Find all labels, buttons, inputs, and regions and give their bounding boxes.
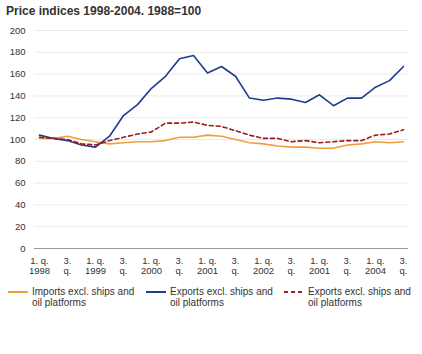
svg-text:3.q.: 3.q.: [232, 255, 240, 276]
svg-text:1. q.2000: 1. q.2000: [141, 255, 162, 276]
svg-text:60: 60: [15, 177, 26, 188]
svg-text:3.q.: 3.q.: [344, 255, 352, 276]
svg-text:1. q.1998: 1. q.1998: [29, 255, 50, 276]
html-text:Exports excl. ships and oil pl: Exports excl. ships and oil platforms: [308, 286, 411, 308]
svg-text:3.q.: 3.q.: [64, 255, 72, 276]
svg-text:40: 40: [15, 199, 26, 210]
svg-text:20: 20: [15, 221, 26, 232]
svg-text:1. q.2004: 1. q.2004: [365, 255, 386, 276]
svg-text:100: 100: [10, 134, 26, 145]
html-text:Price indices 1998-2004. 1988=: Price indices 1998-2004. 1988=100: [6, 4, 202, 18]
svg-text:3.q.: 3.q.: [288, 255, 296, 276]
html-text:Imports excl. ships and oil pl: Imports excl. ships and oil platforms: [32, 286, 135, 308]
svg-text:0: 0: [20, 243, 25, 254]
svg-text:1. q.1999: 1. q.1999: [85, 255, 106, 276]
svg-text:3.q.: 3.q.: [400, 255, 408, 276]
svg-text:3.q.: 3.q.: [120, 255, 128, 276]
svg-text:200: 200: [10, 25, 26, 36]
svg-text:140: 140: [10, 90, 26, 101]
html-text:Exports excl. ships and oil pl: Exports excl. ships and oil platforms: [170, 286, 273, 308]
svg-text:3.q.: 3.q.: [176, 255, 184, 276]
svg-text:180: 180: [10, 46, 26, 57]
svg-text:160: 160: [10, 68, 26, 79]
svg-text:1. q.2001: 1. q.2001: [197, 255, 218, 276]
svg-text:1. q.2001: 1. q.2001: [309, 255, 330, 276]
svg-text:120: 120: [10, 112, 26, 123]
svg-text:80: 80: [15, 155, 26, 166]
svg-text:1. q.2002: 1. q.2002: [253, 255, 274, 276]
